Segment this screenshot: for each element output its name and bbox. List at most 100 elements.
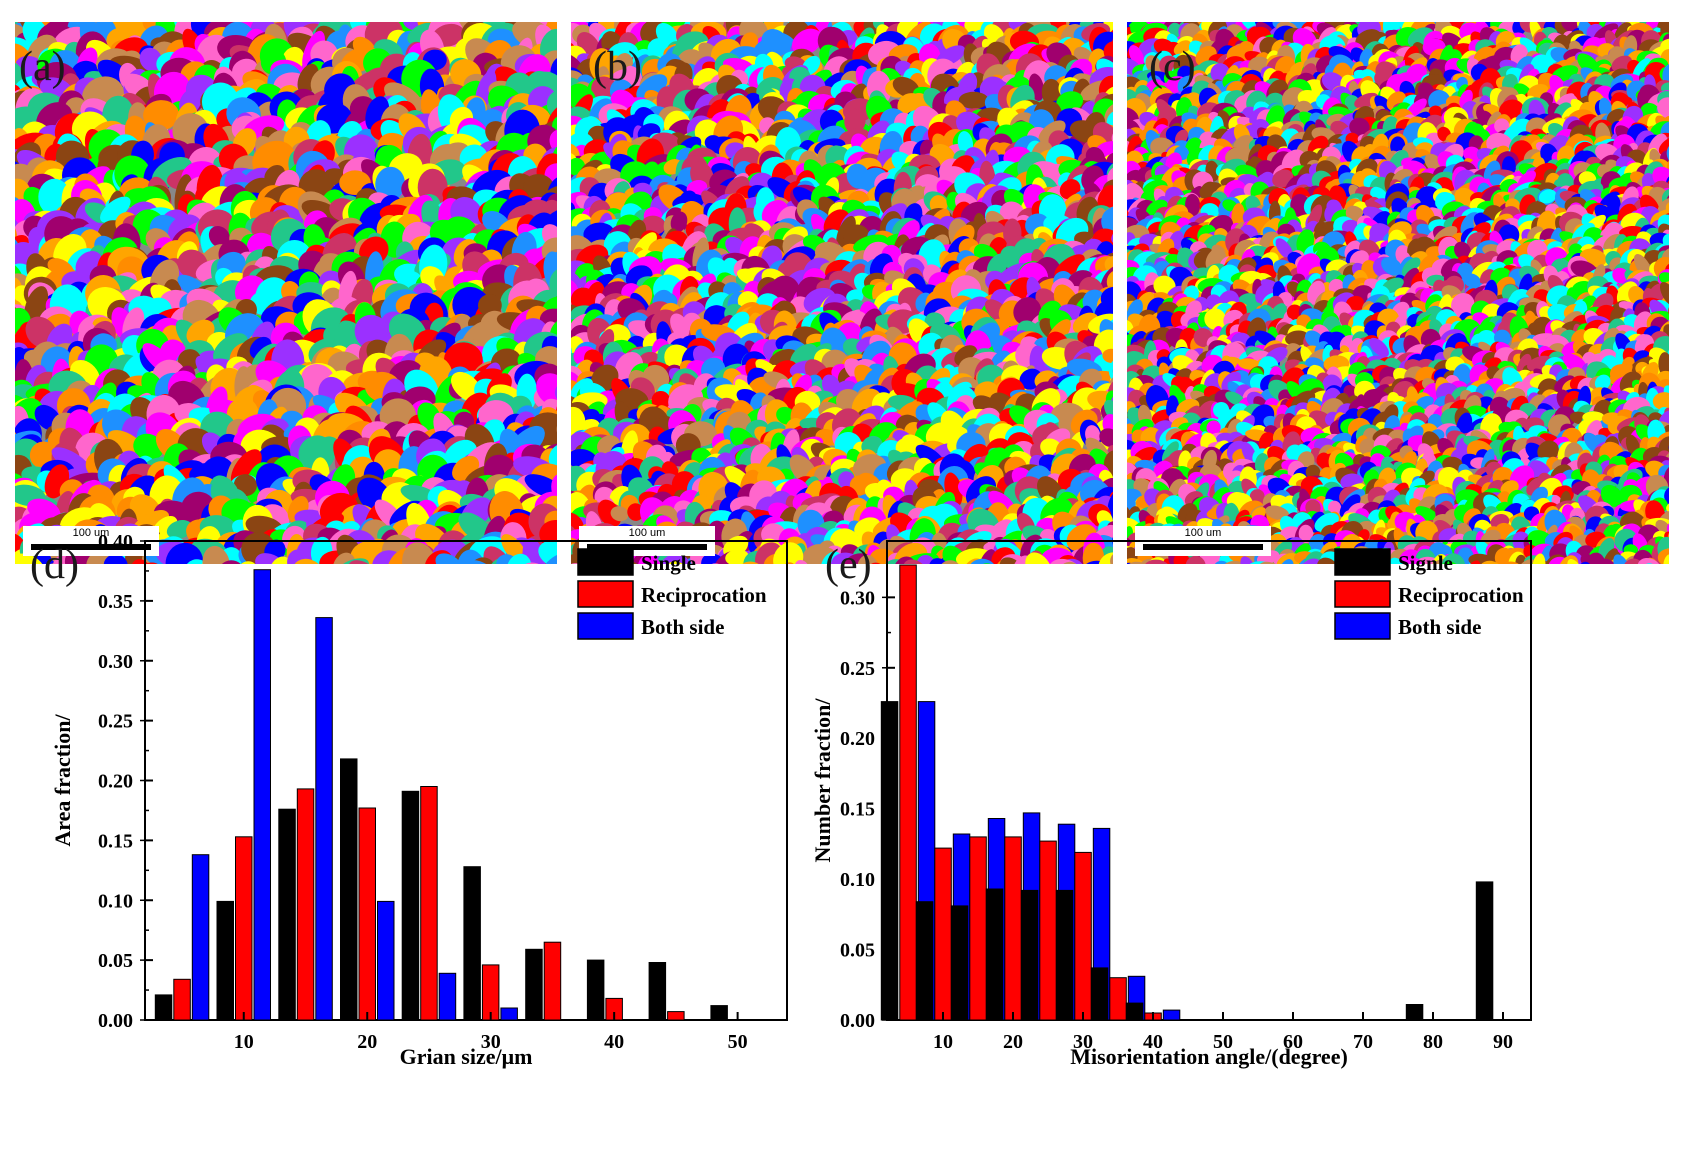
scale-bar-line xyxy=(31,544,151,550)
bar-both-side xyxy=(438,972,457,1021)
panel-label: (c) xyxy=(1149,44,1196,90)
bar-single xyxy=(154,994,173,1021)
y-tick-label: 0.35 xyxy=(98,591,133,613)
x-tick-label: 10 xyxy=(234,1031,254,1053)
y-tick-label: 0.25 xyxy=(840,658,875,680)
x-tick-label: 40 xyxy=(604,1031,624,1053)
panel-label: (e) xyxy=(825,542,872,588)
bar-both-side xyxy=(191,854,210,1021)
x-tick-label: 20 xyxy=(357,1031,377,1053)
legend-label: Reciprocation xyxy=(641,583,767,607)
scale-bar-label: 100 um xyxy=(1184,527,1222,539)
bar-single xyxy=(216,900,234,1021)
bar-signle xyxy=(1020,889,1039,1021)
bar-reciprocation xyxy=(899,564,917,1021)
bar-single xyxy=(278,808,296,1021)
bar-signle xyxy=(950,905,969,1021)
bar-reciprocation xyxy=(934,847,952,1021)
bar-reciprocation xyxy=(481,964,500,1021)
x-axis-label: Misorientation angle/(degree) xyxy=(1070,1044,1348,1069)
bar-reciprocation xyxy=(969,836,987,1021)
x-tick-label: 70 xyxy=(1353,1031,1373,1053)
y-axis-label: Area fraction/ xyxy=(50,714,75,847)
x-tick-label: 50 xyxy=(728,1031,748,1053)
y-tick-label: 0.00 xyxy=(840,1010,875,1032)
bar-reciprocation xyxy=(296,788,315,1021)
y-tick-label: 0.05 xyxy=(98,950,133,972)
bar-reciprocation xyxy=(173,978,191,1021)
bar-reciprocation xyxy=(1004,836,1022,1021)
scale-bar: 100 um xyxy=(23,526,159,556)
x-tick-label: 50 xyxy=(1213,1031,1233,1053)
y-tick-label: 0.15 xyxy=(98,830,133,852)
y-tick-label: 0.10 xyxy=(840,869,875,891)
chart-d: 0.00 0.05 0.10 0.15 0.20 0.25 0.30 0.35 0.40 10 20… xyxy=(30,531,788,1069)
x-tick-label: 30 xyxy=(1073,1031,1093,1053)
bar-signle xyxy=(915,901,934,1021)
y-tick-label: 0.30 xyxy=(98,651,133,673)
bar-reciprocation xyxy=(1109,977,1127,1021)
bar-reciprocation xyxy=(543,941,562,1021)
bar-single xyxy=(525,948,543,1021)
legend-swatch xyxy=(1334,548,1391,576)
legend-swatch xyxy=(577,612,634,640)
bar-single xyxy=(401,790,420,1021)
x-tick-label: 80 xyxy=(1423,1031,1443,1053)
y-tick-label: 0.20 xyxy=(840,728,875,750)
y-tick-label: 0.00 xyxy=(98,1010,133,1032)
legend-label: Reciprocation xyxy=(1398,583,1524,607)
panel-label: (a) xyxy=(19,44,66,90)
bar-single xyxy=(340,758,358,1021)
bar-reciprocation xyxy=(1039,840,1057,1021)
y-tick-label: 0.15 xyxy=(840,799,875,821)
bar-signle xyxy=(1055,889,1074,1021)
x-axis-label: Grian size/μm xyxy=(400,1044,533,1069)
bar-single xyxy=(710,1005,728,1021)
grain-map-image xyxy=(571,22,1113,564)
ebsd-map-b: (b) 100 um xyxy=(571,22,1113,564)
legend-label: Signle xyxy=(1398,551,1453,575)
legend-label: Both side xyxy=(641,615,724,639)
scale-bar-label: 100 um xyxy=(628,527,666,539)
x-tick-label: 60 xyxy=(1283,1031,1303,1053)
bar-both-side xyxy=(1162,1009,1181,1021)
scale-bar-label: 100 um xyxy=(72,527,110,539)
bar-signle xyxy=(1090,967,1109,1021)
panel-label: (d) xyxy=(30,542,79,588)
y-tick-label: 0.40 xyxy=(98,531,133,553)
ebsd-map-a: (a) 100 um xyxy=(15,22,557,564)
bar-single xyxy=(586,959,605,1021)
ebsd-map-c: (c) 100 um xyxy=(1127,22,1669,564)
bar-signle xyxy=(1405,1004,1424,1021)
bar-single xyxy=(648,962,667,1021)
y-axis-label: Number fraction/ xyxy=(810,698,835,863)
y-tick-label: 0.10 xyxy=(98,890,133,912)
bar-reciprocation xyxy=(358,807,376,1021)
scale-bar-line xyxy=(1143,544,1263,550)
grain-map-image xyxy=(15,22,557,564)
x-tick-label: 30 xyxy=(481,1031,501,1053)
y-tick-label: 0.30 xyxy=(840,587,875,609)
x-tick-label: 40 xyxy=(1143,1031,1163,1053)
chart-e: 0.00 0.05 0.10 0.15 0.20 0.25 0.30 10 20 30 40 50 60… xyxy=(810,540,1532,1069)
bar-signle xyxy=(880,701,899,1021)
legend-swatch xyxy=(1334,580,1391,608)
legend-label: Both side xyxy=(1398,615,1481,639)
panel-label: (b) xyxy=(593,44,642,90)
x-tick-label: 10 xyxy=(933,1031,953,1053)
legend-label: Single xyxy=(641,551,696,575)
x-tick-label: 90 xyxy=(1493,1031,1513,1053)
bar-both-side xyxy=(253,569,271,1021)
y-tick-label: 0.25 xyxy=(98,711,133,733)
bar-single xyxy=(463,866,481,1021)
bar-reciprocation xyxy=(420,786,438,1021)
bar-signle xyxy=(985,888,1004,1021)
bar-both-side xyxy=(377,900,395,1021)
bar-both-side xyxy=(500,1007,518,1021)
legend-swatch xyxy=(577,548,634,576)
bar-reciprocation xyxy=(235,836,253,1021)
y-tick-label: 0.05 xyxy=(840,940,875,962)
scale-bar-line xyxy=(587,544,707,550)
bar-reciprocation xyxy=(667,1011,685,1021)
bar-reciprocation xyxy=(1074,851,1092,1021)
